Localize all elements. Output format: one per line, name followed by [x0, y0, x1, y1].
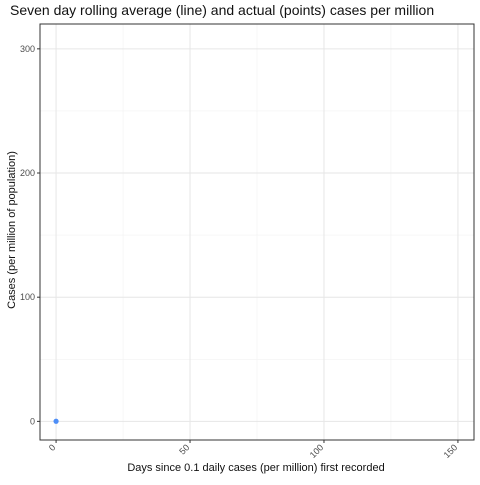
- x-tick-label: 150: [442, 442, 460, 460]
- y-tick-label: 0: [30, 416, 35, 426]
- y-tick-label: 300: [20, 44, 35, 54]
- data-point: [53, 418, 59, 424]
- y-axis-title: Cases (per million of population): [6, 151, 18, 309]
- x-tick-label: 100: [308, 442, 326, 460]
- y-tick-label: 100: [20, 292, 35, 302]
- x-axis-title: Days since 0.1 daily cases (per million)…: [127, 462, 385, 474]
- chart-title: Seven day rolling average (line) and act…: [10, 2, 435, 18]
- plot-border: [39, 23, 475, 441]
- x-tick-label: 50: [177, 442, 191, 456]
- x-tick-label: 0: [47, 442, 58, 453]
- y-tick-label: 200: [20, 168, 35, 178]
